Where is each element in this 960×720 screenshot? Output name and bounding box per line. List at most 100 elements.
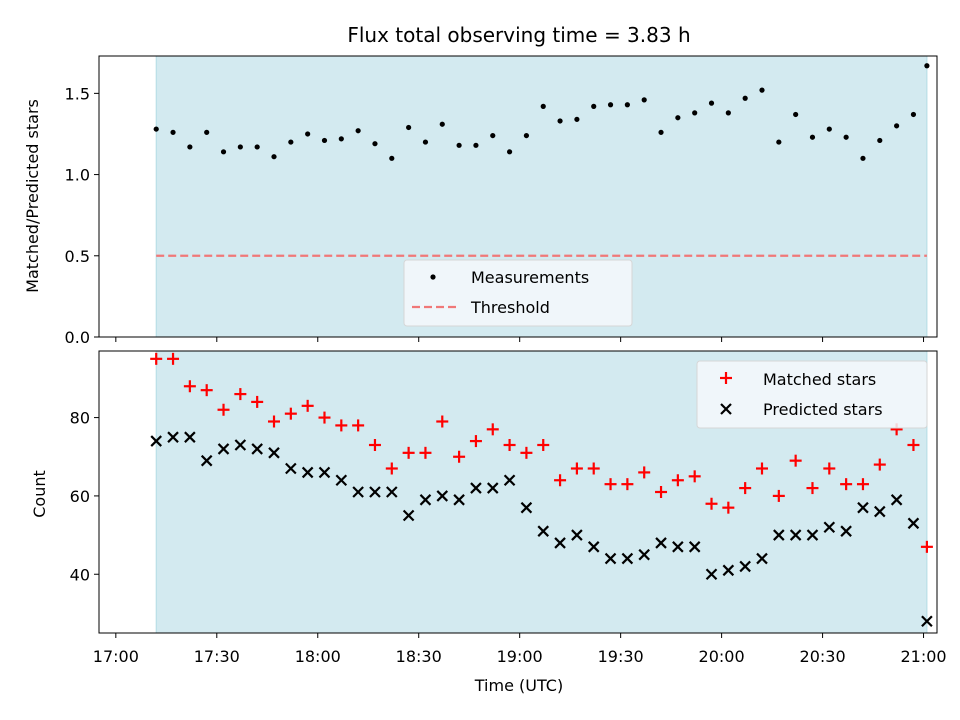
predicted-stars-point bbox=[890, 494, 903, 506]
predicted-stars-point bbox=[554, 537, 566, 549]
measurement-point bbox=[321, 137, 328, 144]
predicted-stars-point bbox=[739, 560, 751, 573]
measurement-point bbox=[237, 144, 243, 150]
matched-stars-point bbox=[150, 352, 163, 365]
count-y-tick-label: 60 bbox=[70, 487, 90, 506]
predicted-stars-point bbox=[301, 466, 314, 479]
x-tick-label: 17:00 bbox=[93, 647, 139, 666]
legend-matched-marker bbox=[720, 372, 732, 384]
matched-stars-point bbox=[856, 478, 869, 491]
measurement-point bbox=[692, 110, 698, 116]
measurement-point bbox=[924, 63, 930, 69]
matched-stars-point bbox=[167, 352, 180, 365]
predicted-stars-point bbox=[335, 474, 348, 487]
predicted-stars-point bbox=[268, 447, 280, 459]
predicted-stars-point bbox=[857, 501, 869, 514]
measurement-point bbox=[204, 129, 210, 135]
matched-stars-point bbox=[301, 399, 314, 412]
predicted-stars-point bbox=[436, 490, 449, 502]
measurement-point bbox=[170, 129, 176, 135]
measurement-point bbox=[607, 102, 614, 108]
predicted-stars-point bbox=[604, 552, 617, 565]
measurement-point bbox=[624, 102, 630, 108]
measurement-point bbox=[473, 142, 479, 148]
ratio-legend: Measurements Threshold bbox=[403, 259, 633, 327]
legend-predicted-label: Predicted stars bbox=[763, 400, 883, 419]
predicted-stars-point bbox=[587, 541, 600, 553]
x-axis-label: Time (UTC) bbox=[474, 676, 563, 695]
predicted-stars-point bbox=[621, 552, 634, 565]
measurement-point bbox=[540, 103, 546, 109]
predicted-stars-point bbox=[285, 462, 297, 475]
ratio-axes-frame bbox=[98, 55, 938, 338]
ratio-y-axis-label: Matched/Predicted stars bbox=[23, 99, 42, 293]
measurement-point bbox=[725, 110, 731, 116]
measurement-point bbox=[557, 118, 563, 124]
measurement-point bbox=[910, 111, 917, 118]
predicted-stars-point bbox=[672, 541, 684, 553]
predicted-stars-point bbox=[571, 529, 583, 541]
matched-stars-point bbox=[722, 501, 735, 514]
matched-stars-point bbox=[419, 446, 432, 459]
predicted-stars-point bbox=[537, 525, 550, 537]
predicted-stars-point bbox=[503, 474, 516, 487]
x-tick-label: 18:00 bbox=[295, 647, 341, 666]
measurement-point bbox=[894, 123, 900, 129]
measurement-point bbox=[759, 87, 765, 93]
legend-matched-label: Matched stars bbox=[763, 370, 876, 389]
x-tick-label: 20:30 bbox=[800, 647, 846, 666]
x-tick-label: 21:00 bbox=[900, 647, 946, 666]
count-y-tick-label: 80 bbox=[70, 409, 90, 428]
matched-stars-point bbox=[520, 446, 533, 459]
predicted-stars-point bbox=[722, 564, 735, 577]
predicted-stars-point bbox=[318, 466, 331, 479]
measurement-point bbox=[389, 155, 395, 161]
measurement-point bbox=[877, 137, 883, 144]
matched-stars-point bbox=[368, 439, 381, 451]
matched-stars-point bbox=[570, 462, 583, 475]
predicted-stars-point bbox=[874, 505, 886, 518]
matched-stars-point bbox=[907, 439, 920, 451]
matched-stars-point bbox=[840, 478, 853, 491]
measurement-point bbox=[305, 131, 311, 137]
count-plot-area: 40 60 80 17:00 17:30 18:00 18:30 19:00 19:30 20:0… bbox=[70, 350, 947, 666]
matched-stars-point bbox=[621, 478, 634, 491]
measurement-point bbox=[422, 139, 429, 145]
measurement-point bbox=[776, 139, 782, 145]
predicted-stars-point bbox=[756, 552, 768, 565]
predicted-stars-point bbox=[419, 494, 432, 506]
predicted-stars-point bbox=[655, 537, 667, 549]
predicted-stars-point bbox=[217, 443, 230, 455]
matched-stars-point bbox=[234, 388, 247, 401]
matched-stars-point bbox=[806, 482, 819, 495]
matched-stars-point bbox=[352, 419, 365, 432]
matched-stars-point bbox=[469, 435, 482, 448]
predicted-stars-point bbox=[840, 525, 852, 537]
predicted-stars-point bbox=[773, 529, 785, 541]
matched-stars-point bbox=[436, 415, 449, 428]
measurement-point bbox=[675, 115, 681, 121]
predicted-stars-point bbox=[251, 443, 263, 455]
predicted-stars-point bbox=[369, 486, 381, 498]
predicted-stars-point bbox=[789, 529, 802, 541]
count-axes-frame bbox=[98, 350, 938, 634]
matched-stars-point bbox=[537, 439, 550, 451]
measurement-point bbox=[860, 155, 866, 161]
measurement-point bbox=[338, 136, 344, 142]
predicted-stars-point bbox=[234, 439, 247, 451]
matched-stars-point bbox=[655, 486, 668, 498]
measurement-point bbox=[490, 132, 496, 139]
matched-stars-point bbox=[183, 380, 196, 393]
measurement-point bbox=[523, 132, 530, 139]
predicted-stars-point bbox=[907, 517, 920, 530]
x-tick-label: 19:30 bbox=[598, 647, 644, 666]
count-legend: Matched stars Predicted stars bbox=[696, 360, 928, 429]
predicted-stars-point bbox=[823, 521, 836, 534]
measurement-point bbox=[456, 142, 462, 148]
measurement-point bbox=[591, 103, 597, 109]
matched-stars-point bbox=[268, 415, 281, 428]
matched-stars-point bbox=[688, 470, 701, 483]
predicted-stars-point bbox=[470, 482, 482, 494]
matched-stars-point bbox=[402, 446, 415, 459]
chart-title: Flux total observing time = 3.83 h bbox=[347, 23, 690, 47]
